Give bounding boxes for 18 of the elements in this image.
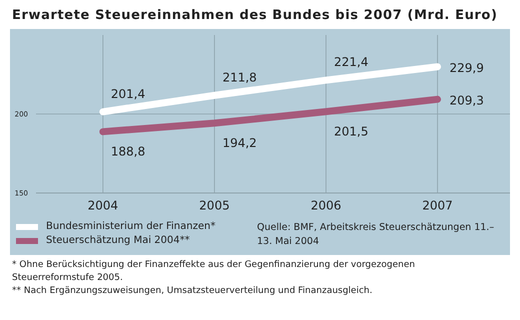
data-label: 201,4 <box>110 86 146 101</box>
data-label: 211,8 <box>222 70 257 84</box>
x-tick-label: 2006 <box>310 198 342 213</box>
source-note: Quelle: BMF, Arbeitskreis Steuerschätzungen 11.–13. Mai 2004 <box>257 221 496 249</box>
text: ** Nach Ergänzungszuweisungen, Umsatzsteuerverteilung und Finanzausgleich. <box>12 285 374 298</box>
data-label: 194,2 <box>222 136 257 150</box>
data-label: 188,8 <box>110 144 146 159</box>
legend-label: Bundesministerium der Finanzen* <box>46 221 216 232</box>
text: * Ohne Berücksichtigung der Finanzeffekte aus der Gegenfinanzierung der vorgezogenen Steuerreformstufe 2005. <box>12 259 416 285</box>
data-label: 201,5 <box>334 124 368 139</box>
x-tick-label: 2005 <box>199 198 230 213</box>
legend-label: Steuerschätzung Mai 2004** <box>46 235 190 246</box>
data-label: 209,3 <box>450 93 484 108</box>
chart-title: Erwartete Steuereinnahmen des Bundes bis 2007 (Mrd. Euro) <box>12 8 499 23</box>
x-tick-label: 2007 <box>422 198 453 213</box>
x-tick-label: 2004 <box>88 198 118 213</box>
data-label: 229,9 <box>450 60 484 75</box>
data-label: 221,4 <box>334 55 368 70</box>
